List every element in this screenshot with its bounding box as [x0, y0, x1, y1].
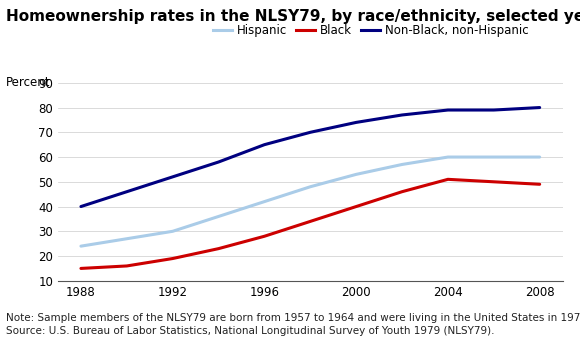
Legend: Hispanic, Black, Non-Black, non-Hispanic: Hispanic, Black, Non-Black, non-Hispanic — [208, 19, 534, 42]
Text: Homeownership rates in the NLSY79, by race/ethnicity, selected years: Homeownership rates in the NLSY79, by ra… — [6, 9, 580, 24]
Text: Percent: Percent — [6, 76, 50, 89]
Text: Note: Sample members of the NLSY79 are born from 1957 to 1964 and were living in: Note: Sample members of the NLSY79 are b… — [6, 313, 580, 336]
